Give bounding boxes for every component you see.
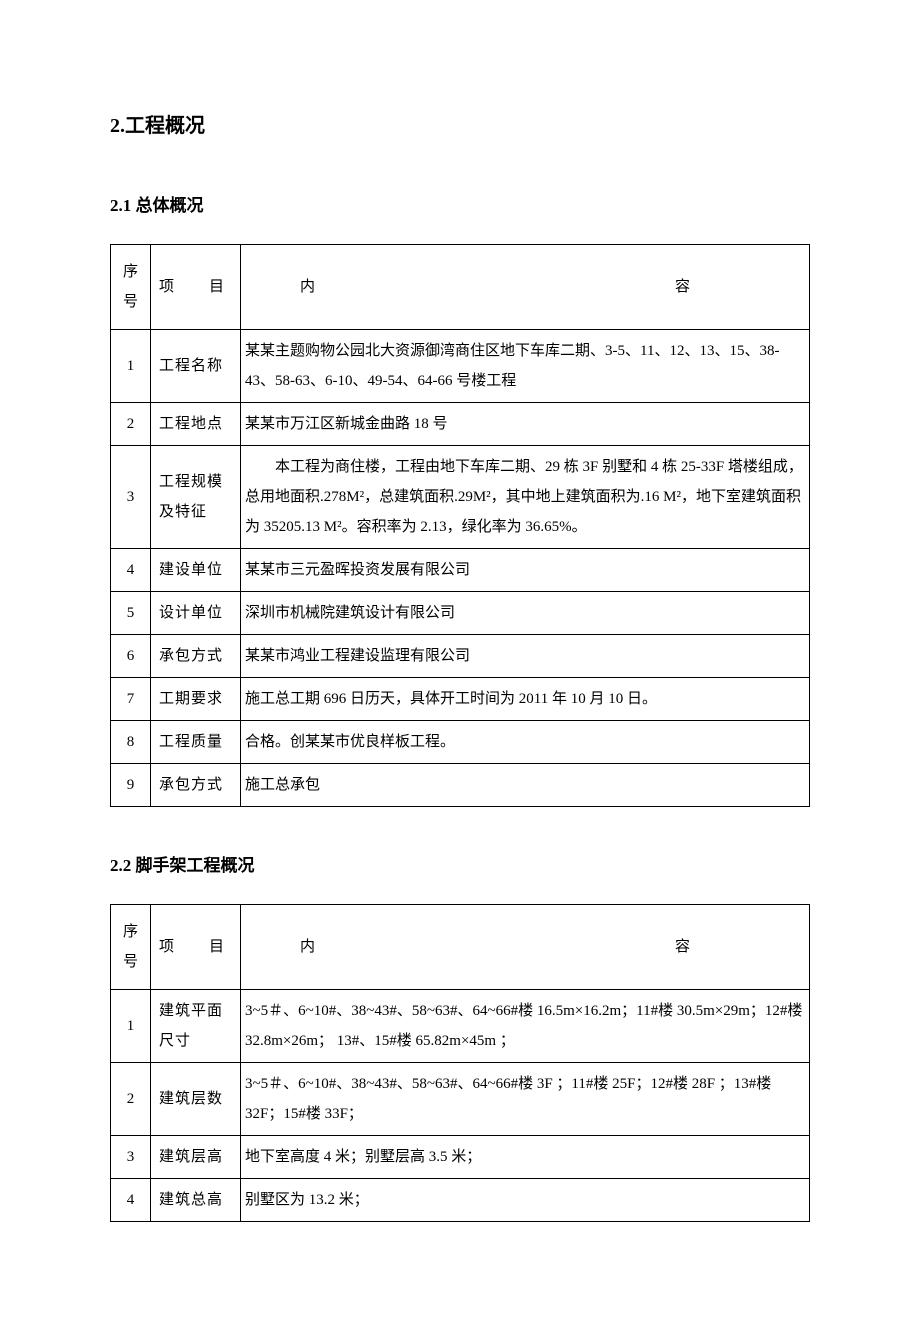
table-row: 3建筑层高地下室高度 4 米；别墅层高 3.5 米； — [111, 1136, 810, 1179]
cell-item: 工程名称 — [151, 330, 241, 403]
scaffold-table-header: 序号 项 目 内 容 — [111, 905, 810, 990]
table-row: 2建筑层数3~5＃、6~10#、38~43#、58~63#、64~66#楼 3F… — [111, 1063, 810, 1136]
table-row: 2工程地点某某市万江区新城金曲路 18 号 — [111, 403, 810, 446]
cell-content: 某某主题购物公园北大资源御湾商住区地下车库二期、3-5、11、12、13、15、… — [241, 330, 810, 403]
cell-num: 6 — [111, 635, 151, 678]
cell-content: 本工程为商住楼，工程由地下车库二期、29 栋 3F 别墅和 4 栋 25-33F… — [241, 446, 810, 549]
cell-item: 建筑平面尺寸 — [151, 990, 241, 1063]
table-row: 1建筑平面尺寸3~5＃、6~10#、38~43#、58~63#、64~66#楼 … — [111, 990, 810, 1063]
table-row: 7工期要求施工总工期 696 日历天，具体开工时间为 2011 年 10 月 1… — [111, 678, 810, 721]
header-content: 内 容 — [241, 905, 810, 990]
cell-content: 3~5＃、6~10#、38~43#、58~63#、64~66#楼 3F ；11#… — [241, 1063, 810, 1136]
cell-item: 建设单位 — [151, 549, 241, 592]
cell-content: 施工总承包 — [241, 764, 810, 807]
cell-num: 1 — [111, 990, 151, 1063]
cell-item: 设计单位 — [151, 592, 241, 635]
table-row: 6承包方式某某市鸿业工程建设监理有限公司 — [111, 635, 810, 678]
cell-content: 3~5＃、6~10#、38~43#、58~63#、64~66#楼 16.5m×1… — [241, 990, 810, 1063]
cell-num: 4 — [111, 549, 151, 592]
cell-item: 工程地点 — [151, 403, 241, 446]
cell-content: 施工总工期 696 日历天，具体开工时间为 2011 年 10 月 10 日。 — [241, 678, 810, 721]
header-item: 项 目 — [151, 905, 241, 990]
cell-content: 某某市三元盈晖投资发展有限公司 — [241, 549, 810, 592]
cell-item: 建筑层高 — [151, 1136, 241, 1179]
header-item: 项 目 — [151, 245, 241, 330]
scaffold-table: 序号 项 目 内 容 1建筑平面尺寸3~5＃、6~10#、38~43#、58~6… — [110, 904, 810, 1222]
cell-content: 深圳市机械院建筑设计有限公司 — [241, 592, 810, 635]
table-row: 4建筑总高别墅区为 13.2 米； — [111, 1179, 810, 1222]
section-2-2-heading: 2.2 脚手架工程概况 — [110, 852, 810, 879]
cell-num: 8 — [111, 721, 151, 764]
cell-num: 3 — [111, 446, 151, 549]
overview-table: 序号 项 目 内 容 1工程名称某某主题购物公园北大资源御湾商住区地下车库二期、… — [110, 244, 810, 807]
cell-content: 地下室高度 4 米；别墅层高 3.5 米； — [241, 1136, 810, 1179]
cell-item: 建筑总高 — [151, 1179, 241, 1222]
table-row: 5设计单位深圳市机械院建筑设计有限公司 — [111, 592, 810, 635]
cell-content: 某某市鸿业工程建设监理有限公司 — [241, 635, 810, 678]
cell-num: 2 — [111, 1063, 151, 1136]
cell-num: 1 — [111, 330, 151, 403]
section-2-heading: 2.工程概况 — [110, 110, 810, 142]
cell-content: 合格。创某某市优良样板工程。 — [241, 721, 810, 764]
table-row: 4建设单位某某市三元盈晖投资发展有限公司 — [111, 549, 810, 592]
table-row: 3工程规模及特征本工程为商住楼，工程由地下车库二期、29 栋 3F 别墅和 4 … — [111, 446, 810, 549]
header-content: 内 容 — [241, 245, 810, 330]
table-row: 8工程质量合格。创某某市优良样板工程。 — [111, 721, 810, 764]
cell-num: 2 — [111, 403, 151, 446]
cell-num: 9 — [111, 764, 151, 807]
header-num: 序号 — [111, 905, 151, 990]
cell-item: 承包方式 — [151, 635, 241, 678]
table-row: 1工程名称某某主题购物公园北大资源御湾商住区地下车库二期、3-5、11、12、1… — [111, 330, 810, 403]
header-num: 序号 — [111, 245, 151, 330]
cell-item: 工期要求 — [151, 678, 241, 721]
cell-item: 工程质量 — [151, 721, 241, 764]
cell-num: 7 — [111, 678, 151, 721]
cell-item: 工程规模及特征 — [151, 446, 241, 549]
cell-num: 4 — [111, 1179, 151, 1222]
cell-item: 建筑层数 — [151, 1063, 241, 1136]
cell-num: 5 — [111, 592, 151, 635]
section-2-1-heading: 2.1 总体概况 — [110, 192, 810, 219]
overview-table-header: 序号 项 目 内 容 — [111, 245, 810, 330]
cell-num: 3 — [111, 1136, 151, 1179]
table-row: 9承包方式施工总承包 — [111, 764, 810, 807]
cell-content: 别墅区为 13.2 米； — [241, 1179, 810, 1222]
cell-item: 承包方式 — [151, 764, 241, 807]
cell-content: 某某市万江区新城金曲路 18 号 — [241, 403, 810, 446]
